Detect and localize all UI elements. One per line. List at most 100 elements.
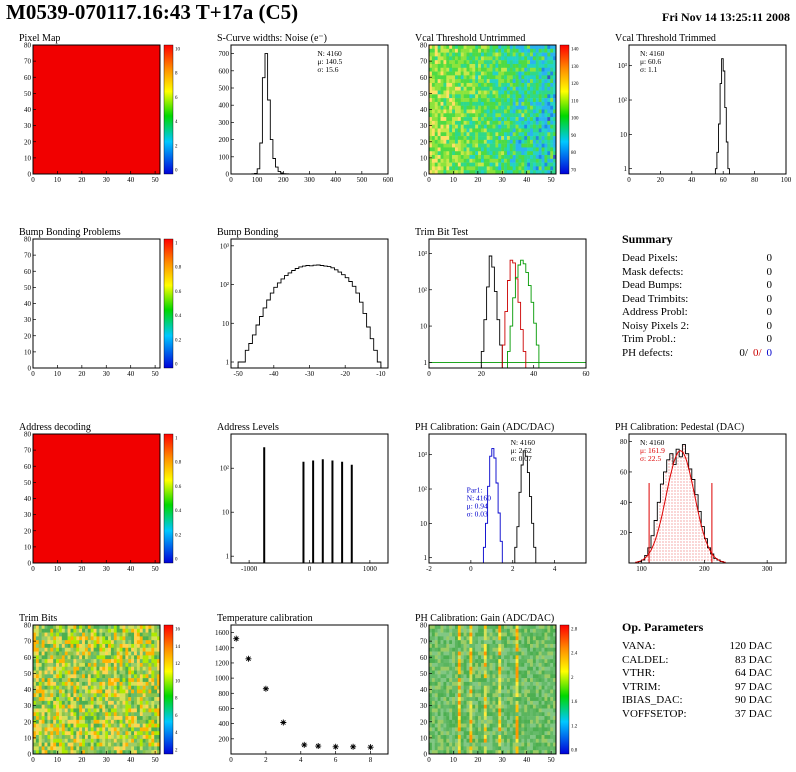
op-param-value: 90 DAC	[735, 694, 772, 706]
svg-text:0: 0	[28, 365, 32, 373]
chart-vcal-threshold-untrimmed: Vcal Threshold Untrimmed 0 10 20 30 40 50 0 10 20…	[402, 32, 594, 190]
svg-text:20: 20	[78, 756, 86, 764]
svg-text:8: 8	[175, 72, 178, 77]
chart-vcal-threshold-trimmed: Vcal Threshold Trimmed 0 20 40 60 80 100 1 10 10²…	[602, 32, 794, 190]
svg-text:0: 0	[226, 171, 230, 179]
svg-text:20: 20	[24, 138, 32, 146]
svg-text:10: 10	[24, 348, 32, 356]
svg-text:80: 80	[420, 622, 428, 630]
svg-text:0: 0	[427, 370, 431, 378]
summary-row-value: 0	[766, 292, 773, 305]
op-param-label: VOFFSETOP:	[622, 707, 687, 720]
svg-text:30: 30	[420, 122, 428, 130]
svg-text:60: 60	[24, 654, 32, 662]
svg-text:110: 110	[571, 99, 579, 104]
svg-text:300: 300	[304, 176, 315, 184]
svg-text:40: 40	[420, 686, 428, 694]
svg-text:50: 50	[152, 756, 160, 764]
svg-text:70: 70	[24, 252, 32, 260]
svg-text:30: 30	[499, 176, 507, 184]
svg-text:10: 10	[24, 543, 32, 551]
svg-text:4: 4	[299, 756, 303, 764]
ph-defects-count-2: 0/	[752, 346, 762, 359]
svg-text:600: 600	[383, 176, 394, 184]
svg-text:30: 30	[103, 756, 111, 764]
svg-text:400: 400	[219, 102, 230, 110]
svg-text:2: 2	[264, 756, 268, 764]
svg-text:800: 800	[219, 690, 230, 698]
svg-text:6: 6	[175, 714, 178, 719]
svg-text:0: 0	[427, 176, 431, 184]
svg-text:60: 60	[24, 74, 32, 82]
svg-text:50: 50	[152, 370, 160, 378]
svg-text:10: 10	[222, 320, 230, 328]
svg-text:10: 10	[24, 154, 32, 162]
chart-ph-calibration-pedestal: PH Calibration: Pedestal (DAC) 100 200 300 2…	[602, 421, 794, 579]
summary-row: Dead Pixels: 0	[622, 252, 772, 266]
svg-text:μ: 140.5: μ: 140.5	[317, 57, 342, 66]
svg-text:30: 30	[103, 176, 111, 184]
svg-text:Trim Bits: Trim Bits	[19, 613, 57, 624]
op-param-row: VOFFSETOP: 37 DAC	[622, 708, 772, 722]
svg-text:10³: 10³	[418, 250, 427, 258]
summary-row-label: Trim Probl.:	[622, 333, 677, 345]
svg-text:10²: 10²	[418, 486, 427, 494]
op-param-value: 97 DAC	[735, 680, 772, 693]
svg-text:70: 70	[24, 447, 32, 455]
svg-text:-10: -10	[376, 370, 386, 378]
svg-text:20: 20	[78, 370, 86, 378]
svg-text:40: 40	[24, 300, 32, 308]
svg-text:PH Calibration: Gain (ADC/DAC): PH Calibration: Gain (ADC/DAC)	[415, 613, 554, 624]
svg-text:30: 30	[24, 316, 32, 324]
summary-row-label: Dead Trimbits:	[622, 292, 689, 305]
svg-text:10: 10	[175, 679, 181, 684]
op-param-label: VTRIM:	[622, 680, 661, 693]
op-param-row: VANA: 120 DAC	[622, 640, 772, 654]
svg-text:50: 50	[24, 670, 32, 678]
svg-text:Vcal Threshold Trimmed: Vcal Threshold Trimmed	[615, 33, 716, 44]
svg-text:0: 0	[229, 756, 233, 764]
svg-text:0: 0	[424, 171, 428, 179]
summary-row-value: 0	[766, 319, 773, 332]
svg-text:40: 40	[24, 106, 32, 114]
svg-text:700: 700	[219, 50, 230, 58]
summary-row: Trim Probl.: 0	[622, 333, 772, 347]
summary-row: Dead Bumps: 0	[622, 279, 772, 293]
svg-text:N: 4160: N: 4160	[640, 438, 665, 447]
svg-text:60: 60	[24, 463, 32, 471]
op-param-label: VTHR:	[622, 667, 655, 679]
summary-row-label: Dead Pixels:	[622, 252, 678, 264]
svg-text:0: 0	[28, 171, 32, 179]
svg-text:-2: -2	[426, 565, 432, 573]
svg-text:Vcal Threshold Untrimmed: Vcal Threshold Untrimmed	[415, 33, 525, 44]
svg-text:σ: 15.6: σ: 15.6	[317, 65, 338, 74]
svg-text:μ: 161.9: μ: 161.9	[640, 446, 665, 455]
svg-text:6: 6	[175, 96, 178, 101]
svg-text:8: 8	[369, 756, 373, 764]
svg-text:10: 10	[54, 176, 62, 184]
svg-text:2: 2	[175, 749, 178, 754]
svg-text:-20: -20	[341, 370, 351, 378]
svg-text:10: 10	[24, 734, 32, 742]
svg-text:500: 500	[357, 176, 368, 184]
svg-text:80: 80	[24, 622, 32, 630]
svg-text:σ: 0.07: σ: 0.07	[511, 454, 532, 463]
svg-text:0: 0	[627, 176, 631, 184]
svg-text:0: 0	[28, 560, 32, 568]
svg-text:300: 300	[219, 119, 230, 127]
chart-ph-calibration-gain-map: PH Calibration: Gain (ADC/DAC) 0 10 20 30 40 5…	[402, 612, 594, 770]
svg-text:N: 4160: N: 4160	[640, 49, 665, 58]
summary-panel: Summary Dead Pixels: 0 Mask defects: 0 Dea…	[622, 232, 772, 360]
svg-text:4: 4	[553, 565, 557, 573]
svg-text:20: 20	[420, 138, 428, 146]
svg-text:10²: 10²	[220, 465, 229, 473]
op-parameters-panel: Op. Parameters VANA: 120 DAC CALDEL: 83 DA…	[622, 620, 772, 721]
svg-text:1: 1	[175, 242, 178, 247]
svg-text:4: 4	[175, 120, 178, 125]
svg-text:2: 2	[511, 565, 515, 573]
svg-text:4: 4	[175, 731, 178, 736]
svg-text:Bump Bonding: Bump Bonding	[217, 227, 278, 238]
chart-bump-bonding: Bump Bonding -50 -40 -30 -20 -10 1 10 10² 10³	[204, 226, 396, 384]
svg-text:50: 50	[420, 90, 428, 98]
